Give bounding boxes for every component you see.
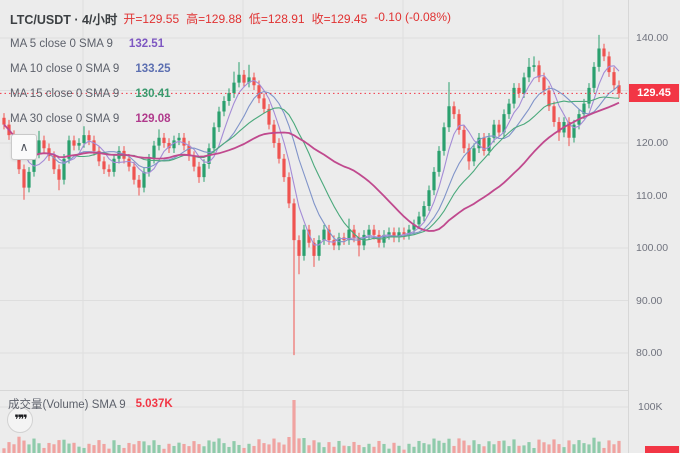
indicator-row-ma15[interactable]: MA 15 close 0 SMA 9 130.41 bbox=[10, 81, 451, 106]
price-tick-140.00: 140.00 bbox=[636, 32, 669, 44]
ma10-label: MA 10 close 0 SMA 9 bbox=[10, 62, 120, 75]
ma5-value: 132.51 bbox=[128, 37, 165, 50]
ohlc-close: 收=129.45 bbox=[311, 12, 368, 26]
ma15-value: 130.41 bbox=[135, 87, 171, 100]
volume-value: 5.037K bbox=[135, 398, 173, 410]
ma-line-10 bbox=[3, 84, 620, 243]
price-tick-90.00: 90.00 bbox=[636, 294, 663, 307]
pane-separator[interactable] bbox=[0, 390, 629, 391]
watermark-logo: ❞❞ bbox=[7, 407, 33, 433]
legend-collapse-button[interactable]: ∧ bbox=[11, 134, 37, 160]
volume-label: 成交量(Volume) SMA 9 bbox=[8, 399, 126, 411]
chart-legend: LTC/USDT · 4/小时 开=129.55 高=129.88 低=128.… bbox=[10, 6, 451, 131]
candles-layer[interactable] bbox=[2, 34, 621, 356]
ma10-value: 133.25 bbox=[135, 62, 171, 75]
last-price-label: 129.45 bbox=[629, 84, 679, 102]
ohlc-open: 开=129.55 bbox=[123, 12, 180, 26]
ma30-value: 129.08 bbox=[135, 112, 171, 125]
symbol-ohlc-row[interactable]: LTC/USDT · 4/小时 开=129.55 高=129.88 低=128.… bbox=[10, 6, 451, 31]
ma5-label: MA 5 close 0 SMA 9 bbox=[10, 37, 113, 50]
price-tick-100.00: 100.00 bbox=[636, 242, 669, 254]
ma15-label: MA 15 close 0 SMA 9 bbox=[10, 87, 120, 100]
volume-value-label-cut bbox=[645, 446, 679, 453]
ma30-label: MA 30 close 0 SMA 9 bbox=[10, 112, 120, 125]
ohlc-values: 开=129.55 高=129.88 低=128.91 收=129.45 -0.1… bbox=[123, 10, 451, 27]
volume-legend-row[interactable]: 成交量(Volume) SMA 9 5.037K bbox=[8, 396, 173, 412]
volume-axis-label[interactable]: 100K bbox=[638, 401, 663, 413]
watermark-glyph: ❞❞ bbox=[14, 412, 27, 427]
ohlc-change: -0.10 (-0.08%) bbox=[374, 10, 451, 24]
price-tick-110.00: 110.00 bbox=[636, 189, 668, 202]
symbol-title: LTC/USDT · 4/小时 bbox=[10, 13, 118, 27]
indicator-row-ma10[interactable]: MA 10 close 0 SMA 9 133.25 bbox=[10, 56, 451, 81]
chevron-up-icon: ∧ bbox=[19, 140, 29, 154]
price-axis-border bbox=[628, 0, 629, 453]
price-tick-80.00: 80.00 bbox=[636, 347, 663, 359]
volume-bars-layer bbox=[2, 400, 621, 453]
indicator-row-ma30[interactable]: MA 30 close 0 SMA 9 129.08 bbox=[10, 106, 451, 131]
indicator-row-ma5[interactable]: MA 5 close 0 SMA 9 132.51 bbox=[10, 31, 451, 56]
ohlc-low: 低=128.91 bbox=[248, 12, 305, 26]
ma-line-30 bbox=[3, 101, 620, 232]
ohlc-high: 高=129.88 bbox=[186, 12, 242, 26]
price-tick-120.00: 120.00 bbox=[636, 137, 669, 149]
